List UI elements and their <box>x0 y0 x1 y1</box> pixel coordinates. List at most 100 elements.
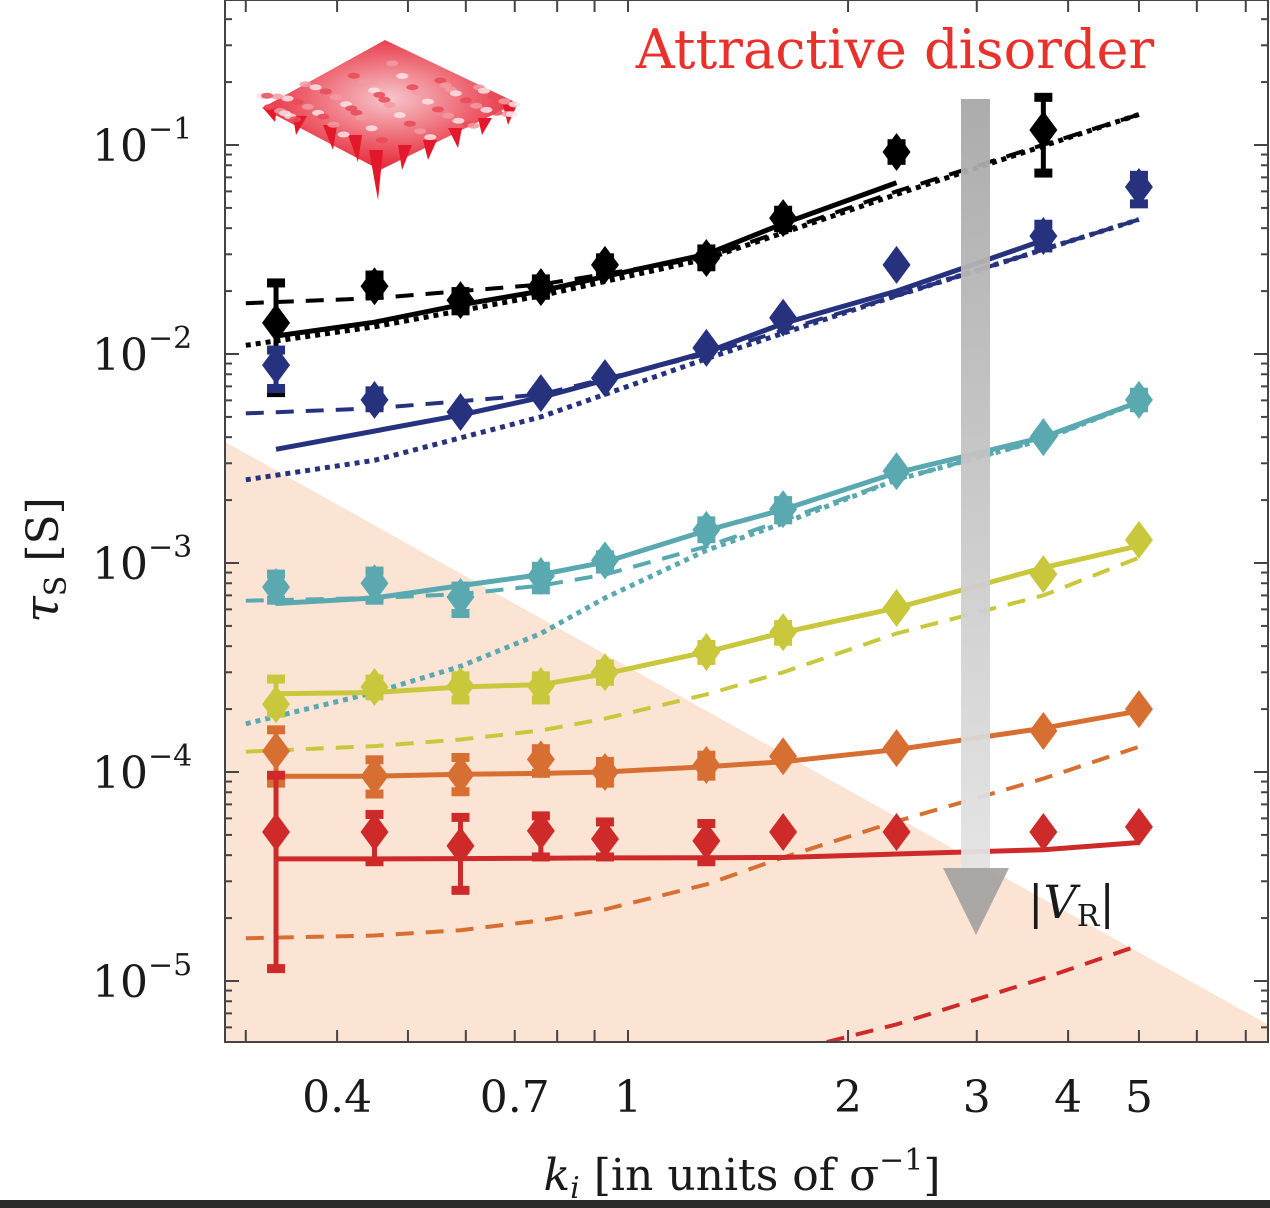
chart-title: Attractive disorder <box>635 18 1155 81</box>
series-navy <box>245 167 1153 483</box>
inset-texture <box>261 92 274 99</box>
y-axis-label-sub: S <box>39 576 74 597</box>
data-point <box>882 813 911 852</box>
inset-texture <box>378 96 391 103</box>
data-point <box>526 556 555 595</box>
x-tick-label: 3 <box>963 1072 991 1123</box>
data-point <box>769 813 798 852</box>
y-tick-base: 10 <box>92 748 148 799</box>
x-axis-label-sup: −1 <box>879 1143 923 1178</box>
inset-texture <box>396 73 409 79</box>
data-point <box>590 653 619 692</box>
data-point <box>769 737 798 776</box>
x-tick-label: 5 <box>1125 1072 1153 1123</box>
y-tick-base: 10 <box>92 121 148 172</box>
inset-texture <box>358 79 370 86</box>
data-point <box>692 633 721 672</box>
data-point <box>262 303 291 342</box>
inset-texture <box>278 110 291 117</box>
inset-texture <box>411 89 424 96</box>
data-point <box>590 245 619 284</box>
inset-texture <box>368 87 381 94</box>
inset-spike <box>323 125 337 150</box>
error-cap <box>267 964 286 974</box>
error-cap <box>697 857 716 867</box>
y-axis-label-tau: τ <box>14 595 70 623</box>
inset-texture <box>301 103 314 110</box>
inset-texture <box>480 106 493 113</box>
inset-texture <box>291 98 304 105</box>
error-cap <box>267 674 286 684</box>
dashed-line-navy <box>245 217 1140 416</box>
inset-texture <box>431 106 444 113</box>
vr-arrow-head <box>943 868 1009 935</box>
inset-texture <box>414 128 427 135</box>
error-cap <box>267 725 286 735</box>
data-point <box>769 199 798 238</box>
inset-texture <box>309 84 322 91</box>
inset-spike <box>478 118 492 135</box>
data-point <box>446 666 475 705</box>
inset-texture <box>327 121 340 128</box>
inset-texture <box>449 90 462 97</box>
bottom-border <box>0 1200 1270 1208</box>
x-tick-label: 4 <box>1054 1072 1082 1123</box>
data-point <box>262 813 291 852</box>
inset-texture <box>375 137 388 144</box>
data-point <box>1124 520 1153 559</box>
inset-texture <box>317 113 330 120</box>
vr-arrow <box>943 99 1009 935</box>
y-tick-base: 10 <box>92 539 148 590</box>
error-cap <box>1034 168 1053 178</box>
data-point <box>526 740 555 779</box>
x-axis-label-k: k <box>543 1150 570 1201</box>
inset-texture <box>263 104 276 110</box>
y-tick-label: 10−2 <box>92 321 192 381</box>
data-point <box>262 346 291 385</box>
error-cap <box>451 812 470 822</box>
y-tick-exponent: −1 <box>148 112 192 147</box>
x-tick-label: 0.7 <box>480 1072 550 1123</box>
inset-texture <box>460 97 472 104</box>
plot-area <box>225 441 1268 1043</box>
data-point <box>526 374 555 413</box>
error-cap <box>451 885 470 895</box>
data-point <box>882 589 911 628</box>
vr-label: |VR| <box>1028 875 1115 934</box>
data-point <box>590 819 619 858</box>
inset-spike <box>398 145 412 170</box>
inset-spike <box>423 140 437 160</box>
data-point <box>590 753 619 791</box>
data-point <box>882 245 911 284</box>
x-tick-labels: 0.4 0.7 1 2 3 4 5 <box>302 1072 1153 1123</box>
inset-texture <box>452 117 465 124</box>
y-tick-label: 10−4 <box>92 739 192 799</box>
y-tick-label: 10−1 <box>92 112 192 172</box>
x-tick-label: 0.4 <box>302 1072 372 1123</box>
data-point <box>360 380 389 419</box>
data-point <box>262 685 291 724</box>
error-cap <box>267 384 286 394</box>
inset-texture <box>477 87 490 94</box>
inset-texture <box>508 101 521 108</box>
x-tick-label: 1 <box>614 1072 642 1123</box>
x-tick-label: 2 <box>834 1072 862 1123</box>
inset-texture <box>424 134 437 141</box>
inset-texture <box>439 82 452 89</box>
y-tick-exponent: −5 <box>148 948 192 983</box>
data-point <box>1029 555 1058 594</box>
data-point <box>360 813 389 852</box>
inset-spike <box>369 150 383 200</box>
inset-texture <box>393 112 406 119</box>
inset-texture <box>386 60 399 67</box>
inset-texture <box>289 116 302 123</box>
error-cap <box>267 278 286 288</box>
data-point <box>769 490 798 529</box>
data-point <box>590 541 619 580</box>
x-axis-label-text: [in units of σ <box>594 1150 879 1201</box>
data-point <box>446 755 475 794</box>
data-point <box>1029 813 1058 852</box>
y-axis-label-unit: [S] <box>18 497 69 561</box>
y-tick-base: 10 <box>92 957 148 1008</box>
data-point <box>1029 110 1058 149</box>
